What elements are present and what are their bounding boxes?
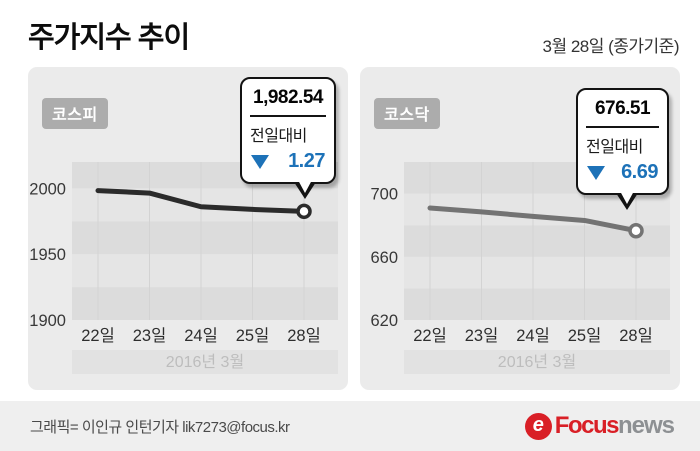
index-line	[427, 205, 639, 234]
kosdaq-badge: 코스닥	[374, 98, 440, 129]
y-tick-label: 700	[370, 186, 398, 204]
down-arrow-icon	[251, 154, 269, 169]
x-tick-label: 24일	[516, 326, 550, 345]
plot-band	[72, 254, 338, 288]
credit-text: 그래픽= 이인규 인턴기자 lik7273@focus.kr	[30, 418, 290, 436]
x-tick-label: 23일	[465, 326, 499, 345]
month-strip	[404, 350, 670, 374]
kospi-badge: 코스피	[42, 98, 108, 129]
kosdaq-callout: 676.51 전일대비 6.69	[576, 88, 669, 210]
x-tick-label: 24일	[184, 326, 218, 345]
last-point-marker	[296, 203, 312, 220]
month-strip	[72, 350, 338, 374]
x-tick-label: 23일	[133, 326, 167, 345]
kospi-delta-value: 1.27	[288, 150, 325, 172]
down-arrow-icon	[587, 165, 605, 180]
y-tick-label: 660	[370, 249, 398, 267]
x-tick-label: 25일	[568, 326, 602, 345]
kospi-chart: 2000 1950 1900 22일 23일 24일 25일 28일 2016년 3월	[29, 162, 338, 374]
kospi-delta-row: 1.27	[242, 146, 334, 182]
logo-text-focus: Focus	[554, 412, 620, 439]
kosdaq-delta-row: 6.69	[578, 157, 667, 193]
change-vs-prev-day-label: 전일대비	[586, 139, 643, 156]
plot-band	[404, 256, 670, 289]
logo-text-news: news	[617, 412, 675, 439]
kospi-callout: 1,982.54 전일대비 1.27	[240, 77, 336, 199]
kosdaq-last-value: 676.51	[594, 98, 651, 119]
last-point-marker	[628, 222, 644, 239]
focus-news-logo: e Focus news	[524, 412, 675, 440]
kosdaq-delta-value: 6.69	[621, 161, 658, 183]
y-tick-label: 620	[370, 312, 398, 330]
change-vs-prev-day-label: 전일대비	[250, 128, 307, 145]
month-label: 2016년 3월	[498, 353, 576, 371]
index-line	[95, 188, 307, 214]
x-tick-label: 22일	[413, 326, 447, 345]
plot-band	[72, 287, 338, 320]
month-label: 2016년 3월	[166, 353, 244, 371]
x-tick-label: 28일	[287, 326, 321, 345]
x-tick-label: 28일	[619, 326, 653, 345]
footer-bar: 그래픽= 이인규 인턴기자 lik7273@focus.kr e Focus n…	[0, 401, 700, 451]
date-note: 3월 28일 (종가기준)	[542, 37, 680, 56]
y-tick-label: 1900	[29, 312, 66, 330]
kospi-last-value: 1,982.54	[253, 87, 323, 108]
x-tick-label: 25일	[236, 326, 270, 345]
y-tick-label: 2000	[29, 180, 66, 198]
page-title: 주가지수 추이	[28, 22, 190, 54]
y-tick-label: 1950	[29, 246, 66, 264]
focus-news-icon: e	[524, 412, 552, 440]
callout-divider	[586, 126, 659, 128]
plot-band	[404, 288, 670, 320]
plot-band	[72, 221, 338, 255]
kosdaq-chart: 700 660 620 22일 23일 24일 25일 28일 2016년 3월	[370, 162, 670, 374]
callout-divider	[250, 115, 326, 117]
x-tick-label: 22일	[81, 326, 115, 345]
kosdaq-panel: 700 660 620 22일 23일 24일 25일 28일 2016년 3월 코스닥 676…	[360, 67, 680, 390]
kospi-panel: 2000 1950 1900 22일 23일 24일 25일 28일 2016년 3월 코스피 …	[28, 67, 348, 390]
